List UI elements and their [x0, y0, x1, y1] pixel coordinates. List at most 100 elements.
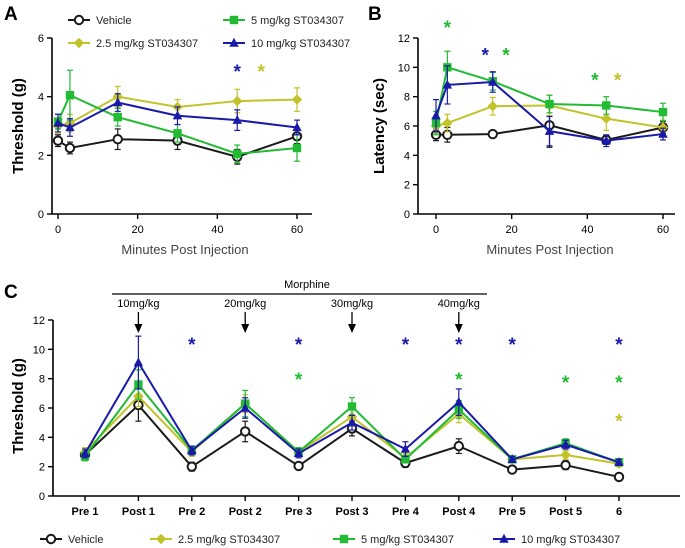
panel-c-data-point — [293, 448, 304, 458]
legend-item-vehicle: Vehicle — [68, 14, 131, 27]
legend-marker — [73, 14, 85, 26]
panel-c-data-point — [401, 455, 410, 464]
panel-c-data-point — [560, 449, 571, 461]
legend-marker — [339, 534, 349, 544]
panel-c-data-point — [240, 426, 251, 437]
legend-item-10-mg-kg-st034307: 10 mg/kg ST034307 — [493, 533, 620, 546]
panel-b-data-point — [601, 113, 612, 124]
panel-a-data-point — [65, 122, 75, 132]
legend-marker — [499, 533, 509, 543]
panel-c-data-point — [453, 440, 464, 452]
legend-marker — [229, 15, 239, 25]
panel-c-data-point — [186, 461, 198, 472]
panel-b-data-point — [431, 110, 441, 120]
panel-c-xtick-label: Post 1 — [122, 506, 155, 518]
panel-c-data-point — [347, 402, 357, 411]
panel-c-data-point — [507, 454, 517, 464]
panel-c-xtick-label: Pre 4 — [392, 506, 420, 518]
panel-c-xtick-label: Pre 3 — [285, 506, 312, 518]
panel-c-significance-star: * — [562, 373, 570, 394]
panel-c-morphine-title: Morphine — [284, 279, 330, 291]
legend-label: Vehicle — [68, 534, 103, 546]
panel-c-data-point — [560, 460, 571, 471]
legend-item-2-5-mg-kg-st034307: 2.5 mg/kg ST034307 — [68, 37, 198, 50]
panel-c-xtick-label: Post 5 — [549, 506, 582, 518]
legend-item-2-5-mg-kg-st034307: 2.5 mg/kg ST034307 — [150, 533, 280, 546]
panel-c-ytick-label: 0 — [39, 491, 45, 503]
panel-letter-a: A — [4, 4, 18, 25]
panel-c-dose-arrow-head — [241, 324, 250, 333]
panel-c-xtick-label: Pre 2 — [178, 506, 205, 518]
panel-b-data-point — [658, 107, 668, 117]
legend-marker — [229, 37, 239, 47]
panel-b-ylabel: Latency (sec) — [371, 78, 388, 174]
panel-a-data-point — [53, 117, 63, 127]
panel-c-data-point — [347, 417, 357, 427]
panel-a-xtick-label: 20 — [132, 224, 144, 236]
panel-b-significance-star: * — [502, 46, 510, 67]
panel-b-xtick-label: 0 — [433, 224, 439, 236]
legend-label: 10 mg/kg ST034307 — [251, 38, 350, 50]
panel-b-data-point — [544, 125, 555, 135]
panel-b-data-point — [602, 101, 611, 110]
panel-c-ytick-label: 10 — [33, 344, 45, 356]
panel-b-data-point — [545, 99, 554, 109]
panel-letter-c: C — [4, 282, 18, 303]
panel-a-data-point — [292, 143, 302, 153]
panel-c-data-point — [80, 448, 90, 458]
panel-b-ytick-label: 0 — [404, 209, 410, 221]
panel-c-significance-star: * — [188, 335, 196, 356]
legend-label: 2.5 mg/kg ST034307 — [96, 38, 198, 50]
panel-b-ytick-label: 12 — [398, 33, 410, 45]
panel-a-significance-star: * — [257, 62, 265, 83]
panel-c-ylabel: Threshold (g) — [10, 358, 27, 454]
legend-label: 2.5 mg/kg ST034307 — [178, 534, 280, 546]
panel-c-series-10-mg-kg-st034307 — [80, 335, 624, 466]
panel-a-data-point — [291, 94, 303, 105]
panel-b-data-point — [487, 101, 498, 112]
panel-a-series-line — [57, 93, 298, 155]
panel-b-data-point — [488, 76, 498, 86]
panel-a-ytick-label: 4 — [38, 92, 44, 104]
panel-c-significance-star: * — [295, 335, 303, 356]
panel-c-dose-label: 30mg/kg — [331, 298, 373, 310]
panel-a-significance-star: * — [234, 62, 242, 83]
panel-a-xtick-label: 40 — [211, 224, 223, 236]
panel-c-xtick-label: 6 — [616, 506, 622, 518]
panel-a-xlabel: Minutes Post Injection — [121, 242, 248, 257]
panel-c-data-point — [400, 443, 411, 453]
panel-a-data-point — [112, 134, 123, 145]
panel-a-ylabel: Threshold (g) — [10, 78, 27, 174]
legend-label: 5 mg/kg ST034307 — [361, 534, 454, 546]
legends: Vehicle 2.5 mg/kg ST034307 5 mg/kg ST03430… — [40, 14, 620, 546]
panel-a-ytick-label: 6 — [38, 33, 44, 45]
panel-b-xtick-label: 60 — [657, 224, 669, 236]
legend-item-10-mg-kg-st034307: 10 mg/kg ST034307 — [223, 37, 350, 50]
panel-c-data-point — [187, 445, 197, 455]
panel-c-significance-star: * — [455, 335, 463, 356]
panel-c-ytick-label: 12 — [33, 315, 45, 327]
panel-b-xtick-label: 40 — [581, 224, 593, 236]
legend-marker — [73, 37, 85, 49]
legend-label: 10 mg/kg ST034307 — [521, 534, 620, 546]
panel-a-data-point — [232, 95, 243, 107]
panel-b-series-line — [435, 80, 664, 142]
panel-c-dose-arrow-head — [134, 324, 143, 333]
panel-c-data-point — [613, 471, 625, 483]
panel-b-series-10-mg-kg-st034307 — [431, 65, 668, 148]
panel-c-ytick-label: 2 — [39, 462, 45, 474]
panel-b-ytick-label: 6 — [404, 121, 410, 133]
panel-a-data-point — [233, 149, 242, 159]
panel-c-ytick-label: 4 — [39, 432, 45, 444]
panel-c-data-point — [454, 396, 464, 406]
panel-c-ytick-label: 8 — [39, 374, 45, 386]
panel-b-xlabel: Minutes Post Injection — [486, 242, 613, 257]
panel-c-significance-star: * — [508, 335, 516, 356]
panel-c-xtick-label: Post 4 — [442, 506, 476, 518]
panel-c-significance-star: * — [615, 373, 623, 394]
panel-c-xtick-label: Post 2 — [229, 506, 262, 518]
panel-c-xtick-label: Pre 5 — [499, 506, 526, 518]
panel-b-significance-star: * — [444, 18, 452, 39]
panel-a-data-point — [232, 114, 242, 124]
